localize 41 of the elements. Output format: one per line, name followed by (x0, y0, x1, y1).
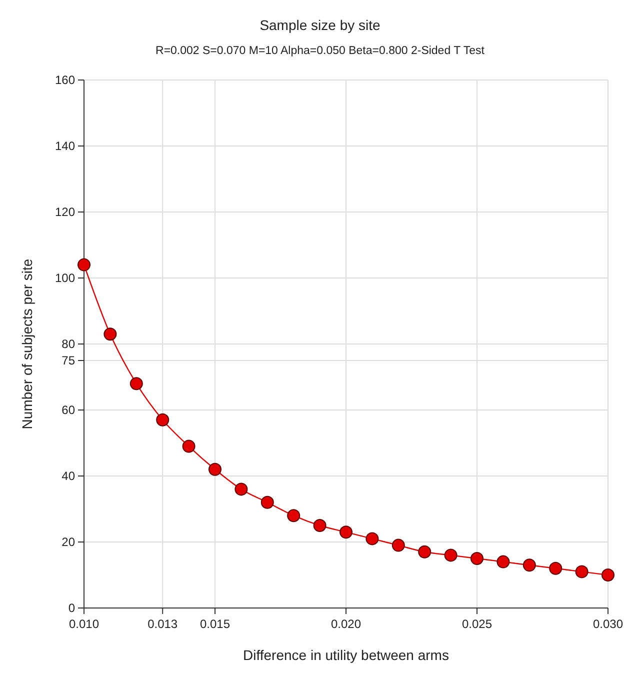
x-tick-label: 0.010 (68, 617, 100, 631)
y-axis-title: Number of subjects per site (19, 258, 35, 430)
point (418, 545, 432, 558)
y-tick-label: 40 (62, 469, 76, 484)
point (182, 440, 196, 453)
point (366, 532, 379, 546)
y-tick-label: 75 (62, 354, 76, 368)
y-tick-label: 160 (54, 73, 76, 88)
point (313, 519, 326, 532)
y-tick-label: 140 (54, 139, 76, 154)
point (392, 538, 405, 552)
chart-subtitle: R=0.002 S=0.070 M=10 Alpha=0.050 Beta=0.800 2-Sided T Test (156, 45, 486, 57)
point (287, 509, 300, 522)
point (340, 526, 352, 539)
point (208, 462, 222, 476)
y-tick-label: 20 (62, 535, 76, 550)
y-tick-label: 120 (54, 205, 76, 220)
y-tick-label: 0 (68, 601, 76, 616)
y-tick-label: 100 (54, 271, 76, 286)
x-tick-label: 0.025 (462, 617, 492, 631)
point (156, 413, 170, 426)
x-tick-label: 0.030 (592, 617, 624, 631)
point (549, 562, 562, 575)
point (496, 555, 510, 568)
point (78, 258, 90, 272)
point (104, 328, 117, 341)
x-tick-label: 0.020 (330, 617, 362, 631)
y-tick-label: 80 (62, 337, 76, 352)
x-tick-label: 0.013 (148, 617, 178, 631)
point (602, 568, 614, 582)
chart-title: Sample size by site (260, 17, 381, 33)
x-tick-label: 0.015 (200, 617, 230, 631)
x-axis-title: Difference in utility between arms (243, 647, 449, 663)
point (522, 558, 536, 572)
point (470, 552, 484, 565)
y-tick-label: 60 (62, 403, 76, 418)
point (130, 377, 143, 390)
point (444, 548, 458, 562)
point (234, 482, 248, 496)
point (260, 496, 274, 509)
point (575, 565, 588, 578)
